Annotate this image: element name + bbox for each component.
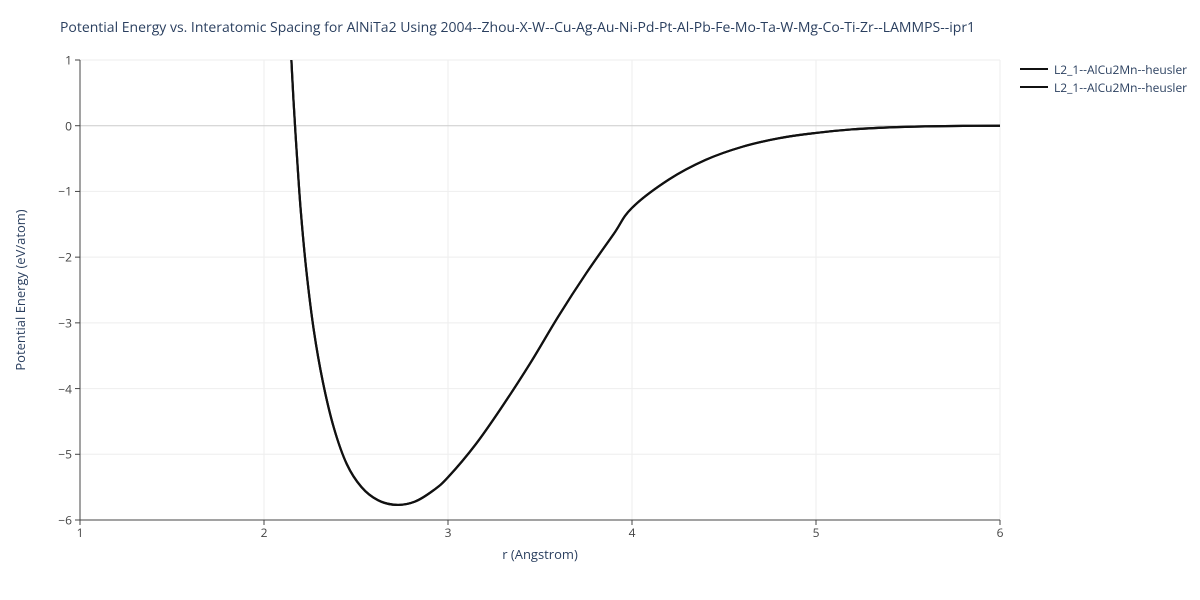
plot-area[interactable] [80,60,1000,520]
legend-item-1[interactable]: L2_1--AlCu2Mn--heusler [1020,78,1187,96]
y-tick-label: 0 [20,117,72,134]
x-tick-label: 5 [813,524,820,541]
x-tick-label: 1 [77,524,84,541]
y-tick-label: −4 [20,380,72,397]
x-tick-label: 3 [445,524,452,541]
x-tick-label: 2 [261,524,268,541]
y-tick-label: −3 [20,314,72,331]
chart-title: Potential Energy vs. Interatomic Spacing… [60,18,975,37]
legend-item-0[interactable]: L2_1--AlCu2Mn--heusler [1020,60,1187,78]
x-tick-label: 4 [629,524,636,541]
series-line-0[interactable] [290,27,1000,505]
legend-swatch [1020,86,1048,88]
y-tick-label: −1 [20,183,72,200]
legend-swatch [1020,68,1048,70]
y-tick-label: −5 [20,446,72,463]
plot-svg [80,60,1000,520]
legend-label: L2_1--AlCu2Mn--heusler [1054,79,1187,96]
x-tick-label: 6 [997,524,1004,541]
y-tick-label: −2 [20,249,72,266]
legend: L2_1--AlCu2Mn--heuslerL2_1--AlCu2Mn--heu… [1020,60,1187,96]
legend-label: L2_1--AlCu2Mn--heusler [1054,61,1187,78]
chart-container: Potential Energy vs. Interatomic Spacing… [0,0,1200,600]
y-axis-label: Potential Energy (eV/atom) [11,209,29,370]
x-axis-label: r (Angstrom) [502,545,578,563]
series-line-1[interactable] [290,27,1000,505]
y-tick-label: −6 [20,512,72,529]
y-tick-label: 1 [20,52,72,69]
